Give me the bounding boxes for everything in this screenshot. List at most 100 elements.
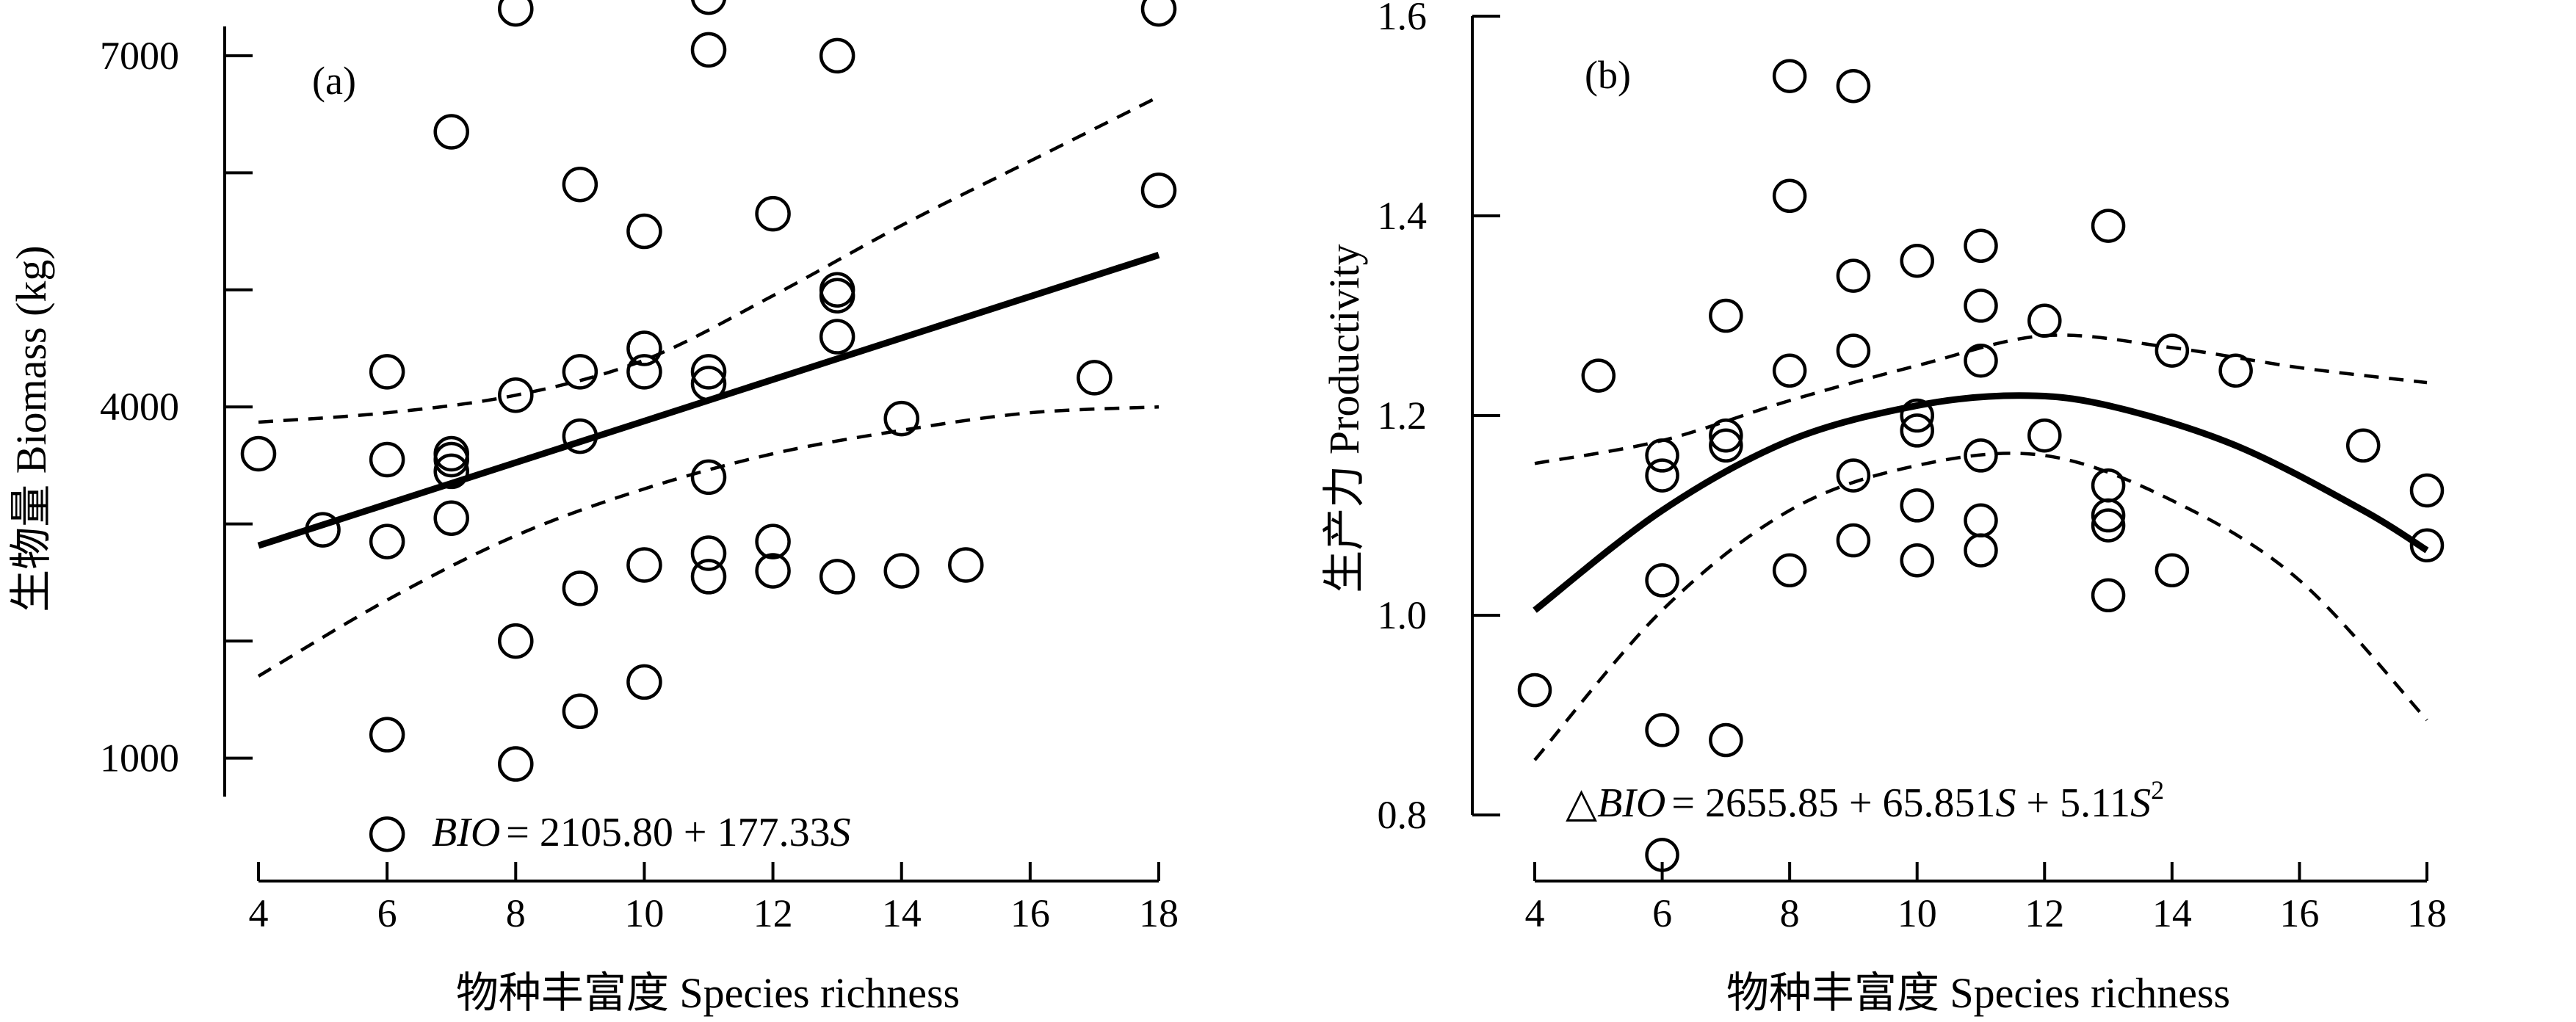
- panel-b-data-point: [2091, 578, 2126, 613]
- panel-a-data-point: [626, 664, 662, 700]
- panel-a-data-point: [369, 816, 405, 852]
- panel-b-data-point: [2154, 333, 2190, 368]
- panel-a-equation-var: S: [830, 810, 850, 855]
- panel-b-equation-rhs2: + 5.11: [2016, 780, 2131, 826]
- panel-b-x-tick-label: 16: [2279, 891, 2319, 935]
- panel-b-data-point: [1709, 418, 1743, 453]
- panel-b-data-point: [1772, 178, 1807, 214]
- panel-b-data-point: [1964, 228, 1998, 264]
- panel-b-data-point: [1709, 298, 1743, 333]
- panel-b-data-point: [1645, 713, 1679, 747]
- panel-a-equation-lhs: BIO: [432, 810, 500, 855]
- panel-a-y-tick-label: 1000: [100, 736, 179, 780]
- panel-a-x-tick-label: 10: [624, 891, 664, 935]
- panel-a-y-tick-label: 4000: [100, 385, 179, 429]
- panel-a-data-point: [1077, 360, 1112, 396]
- panel-b-equation: △BIO = 2655.85 + 65.851S + 5.11S2: [1566, 775, 2164, 826]
- panel-a-data-point: [626, 547, 662, 583]
- panel-b-data-point: [1900, 243, 1934, 278]
- panel-b-ci-upper-line: [1534, 333, 2428, 465]
- panel-a-data-point: [883, 400, 919, 437]
- panel-b-data-point: [2345, 428, 2381, 463]
- panel-b-data-point: [2154, 553, 2190, 588]
- panel-a-data-point: [819, 278, 855, 314]
- panel-b-data-point: [1772, 59, 1807, 93]
- panel-a-data-point: [690, 32, 727, 68]
- panel-a-data-point: [819, 319, 855, 355]
- panel-b-data-point: [1900, 413, 1934, 448]
- panel-a-equation-rhs: = 2105.80 + 177.33: [506, 810, 830, 855]
- panel-b-data-point: [1964, 438, 1998, 473]
- panel-a-data-point: [498, 0, 534, 27]
- panel-a-data-point: [498, 377, 534, 413]
- panel-a-data-point: [562, 570, 598, 606]
- panel-b-data-point: [1900, 488, 1934, 523]
- panel-b-y-tick-label: 1.2: [1378, 394, 1428, 438]
- panel-b-confidence-bands: [1533, 333, 2428, 761]
- panel-a-x-tick-label: 12: [753, 891, 793, 935]
- panel-b-y-axis-label: 生产力 Productivity: [1320, 244, 1368, 592]
- panel-a-data-point: [691, 0, 726, 15]
- panel-b-ticks: 4 6 8 10 12 14 16 18 0.8 1.0 1.2 1.4 1.6: [1378, 0, 2447, 935]
- panel-b-data-point: [1645, 458, 1679, 493]
- panel-a-equation: BIO = 2105.80 + 177.33S: [432, 810, 850, 855]
- panel-b-equation-var: S: [1996, 780, 2016, 826]
- panel-a-data-point: [819, 37, 855, 74]
- panel-a-confidence-bands: [257, 95, 1160, 678]
- panel-b-ci-lower-line: [1533, 452, 2428, 761]
- panel-a-y-axis-label: 生物量 Biomass (kg): [7, 245, 55, 612]
- panel-a-y-tick-label: 7000: [100, 34, 179, 78]
- panel-b-data-point: [1772, 553, 1807, 588]
- panel-a-data-point: [433, 453, 469, 490]
- panel-b-fit-line: [1533, 392, 2429, 613]
- panel-a-data-point: [1140, 0, 1177, 27]
- panel-b-y-tick-label: 1.6: [1378, 0, 1428, 38]
- panel-b-equation-lhs: BIO: [1597, 780, 1665, 826]
- panel-b-data-point: [1836, 458, 1871, 493]
- panel-a-x-tick-label: 18: [1139, 891, 1179, 935]
- panel-b-data-point: [1645, 438, 1679, 473]
- panel-a-data-point: [433, 114, 469, 150]
- panel-a-x-tick-label: 4: [249, 891, 269, 935]
- panel-b-data-point: [1964, 289, 1998, 323]
- panel-b-data-point: [2409, 473, 2445, 508]
- panel-b-data-point: [1836, 258, 1871, 293]
- panel-b-fit: [1533, 392, 2429, 613]
- panel-b-y-tick-label: 1.0: [1378, 593, 1428, 637]
- panel-a-data-point: [819, 559, 855, 595]
- panel-b-data-point: [1836, 333, 1871, 368]
- panel-b-y-tick-label: 0.8: [1378, 793, 1428, 837]
- panel-b-x-tick-label: 10: [1897, 891, 1937, 935]
- panel-b-data-point: [2091, 498, 2126, 533]
- panel-a-data-point: [626, 354, 662, 390]
- panel-b-points: [1517, 59, 2445, 872]
- panel-b-equation-var2: S: [2130, 780, 2151, 826]
- panel-a-data-point: [562, 418, 598, 454]
- panel-a-x-tick-label: 8: [506, 891, 526, 935]
- panel-a-biomass: 4 6 8 10 12 14 16 18 1000 4000 7000 (a) 物种丰富度 Spec…: [7, 0, 1179, 1017]
- panel-b-data-point: [1964, 503, 1998, 538]
- panel-a-data-point: [433, 500, 469, 536]
- panel-b-x-tick-label: 14: [2152, 891, 2192, 935]
- panel-b-x-tick-label: 8: [1780, 891, 1800, 935]
- panel-b-equation-prefix: △: [1566, 780, 1597, 826]
- panel-b-data-point: [2091, 468, 2126, 503]
- panel-b-x-tick-label: 4: [1525, 891, 1545, 935]
- panel-a-data-point: [498, 746, 534, 782]
- panel-b-productivity: 4 6 8 10 12 14 16 18 0.8 1.0 1.2 1.4 1.6 (b) 物种丰富度 S…: [1320, 0, 2447, 1017]
- panel-a-data-point: [690, 366, 727, 402]
- panel-b-x-tick-label: 18: [2407, 891, 2447, 935]
- panel-a-x-tick-label: 14: [882, 891, 922, 935]
- panel-b-data-point: [2218, 353, 2253, 388]
- panel-b-data-point: [1709, 722, 1743, 758]
- panel-b-x-axis-label: 物种丰富度 Species richness: [1726, 969, 2230, 1017]
- panel-a-data-point: [883, 553, 919, 589]
- panel-b-data-point: [1581, 358, 1616, 393]
- panel-b-data-point: [1645, 838, 1679, 872]
- panel-b-x-tick-label: 12: [2025, 891, 2064, 935]
- panel-b-data-point: [1836, 68, 1871, 104]
- panel-b-data-point: [2409, 528, 2445, 563]
- panel-b-data-point: [2091, 508, 2126, 543]
- panel-b-data-point: [1709, 428, 1743, 463]
